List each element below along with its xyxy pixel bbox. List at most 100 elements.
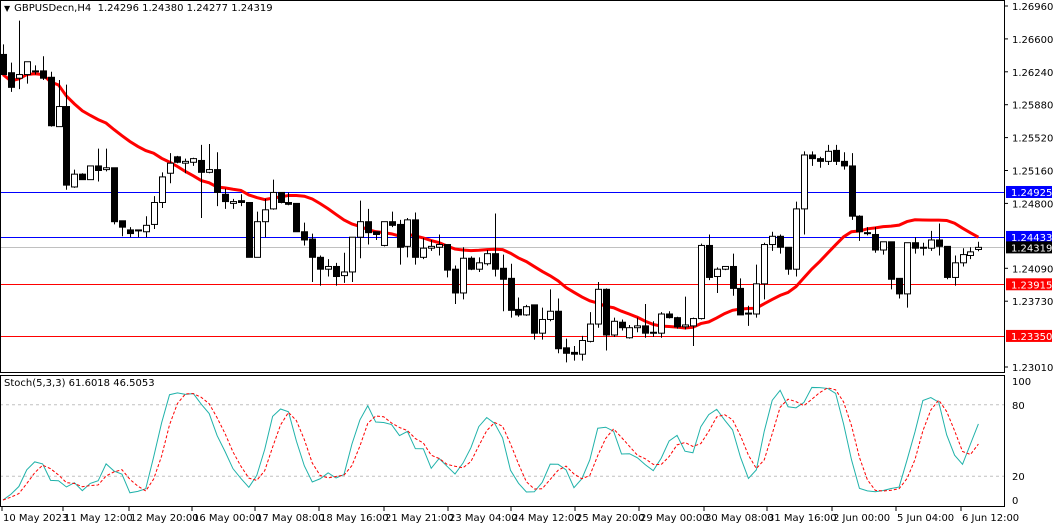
- bear-candle-body: [500, 267, 507, 280]
- bull-candle-body: [341, 271, 348, 277]
- candle: [309, 233, 316, 283]
- candle: [674, 316, 681, 329]
- candle: [341, 252, 348, 283]
- candle: [222, 188, 229, 209]
- bull-candle-body: [722, 265, 729, 270]
- candle: [325, 259, 332, 277]
- bull-candle-body: [626, 327, 633, 339]
- bull-candle-body: [745, 312, 752, 315]
- stoch-axis-label: 80: [1012, 401, 1025, 412]
- open-value: 1.24296: [97, 3, 139, 14]
- level-price-text: 1.23915: [1011, 280, 1052, 291]
- bull-candle-body: [436, 244, 443, 248]
- time-label: 30 May 08:00: [705, 513, 774, 524]
- level-price-tag: [1006, 230, 1052, 243]
- candle: [706, 234, 713, 281]
- bull-candle-body: [87, 165, 94, 181]
- bear-candle-body: [912, 242, 919, 249]
- candle: [975, 241, 982, 252]
- candle: [872, 227, 879, 253]
- candle: [16, 20, 23, 90]
- close-value: 1.24319: [231, 3, 273, 14]
- candle: [317, 255, 324, 286]
- stochastic-panel: 100 80 20 0: [0, 377, 1031, 507]
- bear-candle-body: [285, 201, 292, 205]
- candle: [143, 216, 150, 238]
- bull-candle-body: [460, 257, 467, 294]
- bear-candle-body: [111, 167, 118, 223]
- bear-candle-body: [48, 76, 55, 127]
- level-price-text: 1.24319: [1011, 243, 1052, 254]
- bear-candle-body: [119, 220, 126, 228]
- bear-candle-body: [444, 244, 451, 271]
- candle: [856, 215, 863, 241]
- candle: [817, 156, 824, 168]
- collapse-triangle-icon[interactable]: ▼: [4, 4, 11, 13]
- bull-candle-body: [690, 318, 697, 327]
- bear-candle-body: [397, 223, 404, 248]
- candle: [436, 234, 443, 256]
- bull-candle-body: [539, 318, 546, 334]
- low-value: 1.24277: [186, 3, 229, 14]
- bull-candle-body: [523, 306, 530, 316]
- bear-candle-body: [317, 256, 324, 270]
- candle: [769, 231, 776, 251]
- candle: [793, 201, 800, 277]
- candle: [32, 65, 39, 75]
- candle: [238, 194, 245, 207]
- candle: [753, 264, 760, 318]
- candle: [230, 198, 237, 209]
- bear-candle-body: [198, 159, 205, 173]
- bear-candle-body: [531, 304, 538, 334]
- candle: [254, 211, 261, 258]
- bear-candle-body: [40, 70, 47, 79]
- bear-candle-body: [301, 231, 308, 241]
- bull-candle-body: [769, 235, 776, 246]
- bull-candle-body: [24, 61, 31, 76]
- bull-candle-body: [381, 221, 388, 246]
- bull-candle-body: [960, 254, 967, 264]
- bull-candle-body: [650, 331, 657, 334]
- candle: [587, 312, 594, 343]
- price-label: 1.25520: [1012, 134, 1053, 145]
- bull-candle-body: [547, 310, 554, 320]
- candle: [936, 223, 943, 256]
- candle: [214, 152, 221, 207]
- bear-candle-body: [0, 53, 7, 76]
- bull-candle-body: [230, 201, 237, 204]
- bear-candle-body: [63, 106, 70, 186]
- price-label: 1.26600: [1012, 35, 1053, 46]
- bull-candle-body: [904, 242, 911, 295]
- candle: [841, 152, 848, 170]
- bear-candle-body: [79, 173, 86, 181]
- bull-candle-body: [103, 167, 110, 171]
- bull-candle-body: [357, 221, 364, 238]
- candle: [888, 241, 895, 290]
- bull-candle-body: [595, 288, 602, 325]
- bear-candle-body: [737, 287, 744, 316]
- price-axis[interactable]: 1.26960 1.26600 1.26240 1.25880 1.25520 1.251…: [1004, 2, 1053, 374]
- price-label: 1.26240: [1012, 68, 1053, 79]
- bear-candle-body: [841, 160, 848, 167]
- bull-candle-body: [349, 236, 356, 273]
- candle: [626, 324, 633, 339]
- candle: [658, 312, 665, 338]
- candle: [293, 202, 300, 233]
- candle: [278, 191, 285, 204]
- bear-candle-body: [333, 265, 340, 278]
- candle: [270, 179, 277, 210]
- candle: [135, 229, 142, 238]
- bear-candle-body: [666, 313, 673, 319]
- candle: [809, 151, 816, 166]
- stoch-axis-label: 100: [1012, 377, 1031, 388]
- level-price-tag: [1006, 185, 1052, 198]
- candle: [246, 201, 253, 258]
- bull-candle-body: [880, 241, 887, 251]
- candle: [785, 246, 792, 275]
- candle: [198, 144, 205, 219]
- candle: [952, 255, 959, 286]
- candle: [730, 253, 737, 296]
- candle: [206, 144, 213, 174]
